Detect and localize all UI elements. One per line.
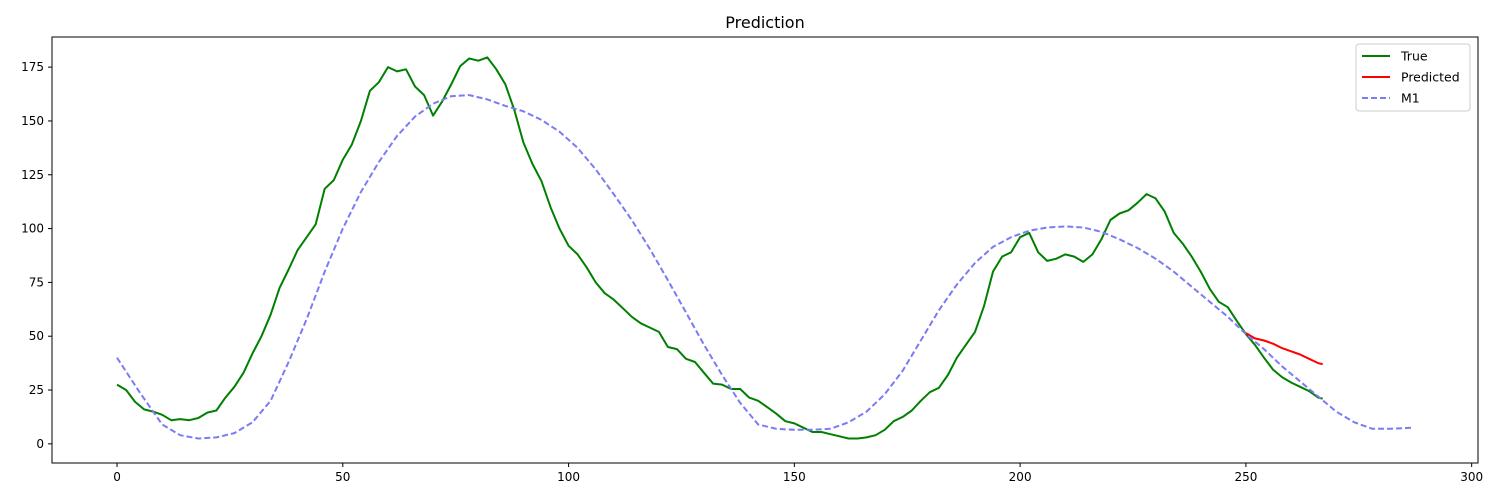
- y-tick-label: 25: [29, 383, 44, 397]
- y-tick-label: 100: [21, 222, 44, 236]
- legend: True Predicted M1: [1355, 43, 1471, 112]
- x-tick-label: 100: [557, 470, 580, 484]
- x-tick-label: 200: [1009, 470, 1032, 484]
- y-tick-label: 50: [29, 329, 44, 343]
- legend-box: [1355, 43, 1471, 112]
- chart-title: Prediction: [725, 13, 804, 32]
- series-layer: [116, 56, 1414, 440]
- series-line-predicted: [1245, 332, 1323, 366]
- x-axis: 0 50 100 150 200 250 300: [113, 463, 1483, 484]
- legend-label-true: True: [1400, 49, 1428, 64]
- plot-area-frame: [51, 36, 1479, 464]
- y-axis: 0 25 50 75 100 125 150 175: [21, 60, 52, 451]
- y-tick-label: 0: [36, 437, 44, 451]
- legend-label-predicted: Predicted: [1401, 70, 1460, 85]
- series-line-true: [116, 56, 1323, 440]
- x-tick-label: 0: [113, 470, 121, 484]
- x-tick-label: 150: [783, 470, 806, 484]
- y-tick-label: 150: [21, 114, 44, 128]
- series-line-m1: [116, 94, 1414, 440]
- x-tick-label: 50: [335, 470, 350, 484]
- legend-label-m1: M1: [1401, 91, 1420, 106]
- y-tick-label: 125: [21, 168, 44, 182]
- y-tick-label: 75: [29, 275, 44, 289]
- x-tick-label: 250: [1234, 470, 1257, 484]
- y-tick-label: 175: [21, 60, 44, 74]
- x-tick-label: 300: [1460, 470, 1483, 484]
